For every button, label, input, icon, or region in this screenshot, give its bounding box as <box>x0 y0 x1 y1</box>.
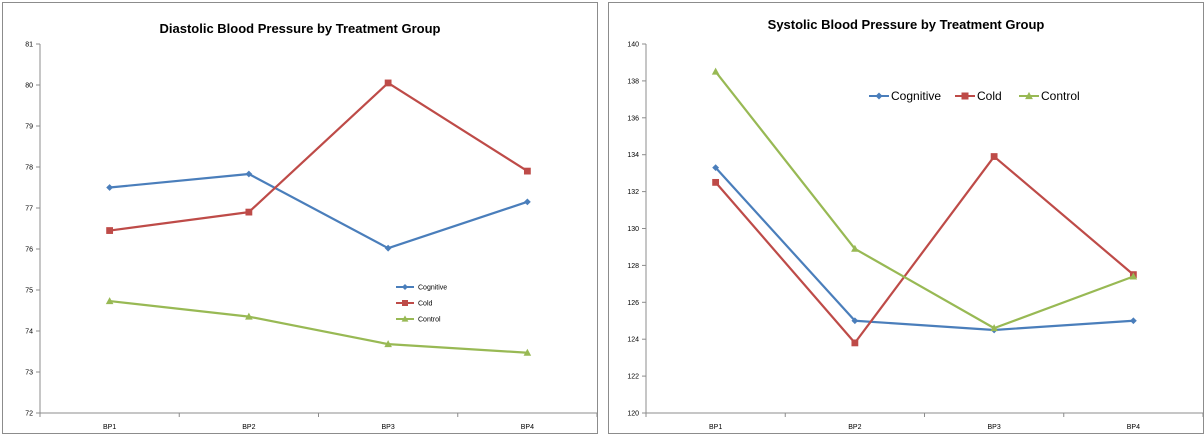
legend-marker-cold <box>402 300 408 306</box>
y-tick-label: 81 <box>25 42 33 49</box>
legend-label-cold: Cold <box>418 301 433 308</box>
series-line-cold <box>109 81 528 232</box>
data-point-cold-bp2 <box>851 339 859 347</box>
data-point-cold-bp1 <box>106 227 114 234</box>
series-cognitive <box>106 170 531 252</box>
data-point-control-bp3 <box>990 324 998 332</box>
y-tick-label: 75 <box>25 288 33 295</box>
x-tick-label-bp4: BP4 <box>521 424 534 431</box>
legend-marker-cognitive <box>875 92 883 100</box>
y-tick-label: 80 <box>25 83 33 90</box>
y-tick-label: 76 <box>25 247 33 254</box>
series-line-cold <box>714 155 1135 344</box>
data-point-control-bp2 <box>245 312 253 320</box>
x-tick-label-bp3: BP3 <box>382 424 395 431</box>
data-point-cognitive-bp2 <box>851 317 859 325</box>
x-tick-label-bp2: BP2 <box>242 424 255 431</box>
x-tick-label-bp1: BP1 <box>103 424 116 431</box>
y-tick-label: 74 <box>25 329 33 336</box>
legend-label-control: Control <box>418 317 441 324</box>
y-tick-label: 140 <box>627 42 639 49</box>
y-tick-label: 128 <box>627 263 639 270</box>
x-tick-label-bp2: BP2 <box>848 424 861 431</box>
data-point-control-bp1 <box>105 297 114 305</box>
data-point-cognitive-bp4 <box>1129 317 1137 325</box>
data-point-cold-bp3 <box>384 79 392 87</box>
chart-title: Diastolic Blood Pressure by Treatment Gr… <box>159 21 440 36</box>
legend-marker-cold <box>961 92 969 100</box>
series-line-cognitive <box>109 172 528 250</box>
data-point-control-bp3 <box>384 340 392 348</box>
chart-title: Systolic Blood Pressure by Treatment Gro… <box>768 17 1045 32</box>
data-point-cold-bp1 <box>712 178 720 186</box>
series-line-control <box>714 70 1134 330</box>
data-point-control-bp4 <box>523 348 532 356</box>
x-tick-label-bp1: BP1 <box>709 424 722 431</box>
y-tick-label: 79 <box>25 124 33 131</box>
y-tick-label: 124 <box>627 337 639 344</box>
data-point-control-bp1 <box>711 67 720 75</box>
legend-marker-control <box>401 315 409 322</box>
systolic-chart: Systolic Blood Pressure by Treatment Gro… <box>627 17 1204 431</box>
x-tick-label-bp4: BP4 <box>1127 424 1140 431</box>
data-point-cognitive-bp4 <box>523 198 531 206</box>
series-line-cognitive <box>714 166 1134 332</box>
y-tick-label: 78 <box>25 165 33 172</box>
legend-label-cold: Cold <box>977 89 1002 103</box>
y-tick-label: 134 <box>627 152 639 159</box>
data-point-cognitive-bp1 <box>106 184 114 191</box>
legend: Cognitive Cold Control <box>396 284 447 324</box>
data-point-control-bp4 <box>1129 272 1138 280</box>
y-tick-label: 72 <box>25 411 33 418</box>
diastolic-chart: Diastolic Blood Pressure by Treatment Gr… <box>25 21 598 431</box>
y-tick-label: 126 <box>627 300 639 307</box>
legend-label-control: Control <box>1041 89 1080 103</box>
data-point-control-bp2 <box>851 244 859 252</box>
data-point-cognitive-bp1 <box>712 164 720 172</box>
data-point-cold-bp3 <box>990 153 998 160</box>
series-control <box>105 297 532 356</box>
y-tick-label: 73 <box>25 370 33 377</box>
systolic-chart-panel: Systolic Blood Pressure by Treatment Gro… <box>608 2 1204 434</box>
data-point-cognitive-bp3 <box>384 244 392 252</box>
y-tick-label: 120 <box>627 411 639 418</box>
legend-marker-cognitive <box>402 284 408 290</box>
y-tick-label: 122 <box>627 374 639 381</box>
legend: Cognitive Cold Control <box>869 89 1080 103</box>
series-cold <box>712 153 1137 347</box>
y-tick-label: 136 <box>627 115 639 122</box>
series-control <box>711 67 1138 332</box>
y-tick-label: 138 <box>627 78 639 85</box>
diastolic-chart-panel: Diastolic Blood Pressure by Treatment Gr… <box>2 2 598 434</box>
y-tick-label: 77 <box>25 206 33 213</box>
legend-marker-control <box>1025 91 1033 100</box>
legend-label-cognitive: Cognitive <box>891 89 941 103</box>
data-point-cognitive-bp2 <box>245 170 253 178</box>
y-tick-label: 130 <box>627 226 639 233</box>
series-line-control <box>109 299 528 354</box>
x-tick-label-bp3: BP3 <box>988 424 1001 431</box>
legend-label-cognitive: Cognitive <box>418 285 447 292</box>
data-point-cold-bp2 <box>245 208 253 216</box>
y-tick-label: 132 <box>627 189 639 196</box>
series-cold <box>106 79 531 234</box>
data-point-cold-bp4 <box>523 167 531 175</box>
